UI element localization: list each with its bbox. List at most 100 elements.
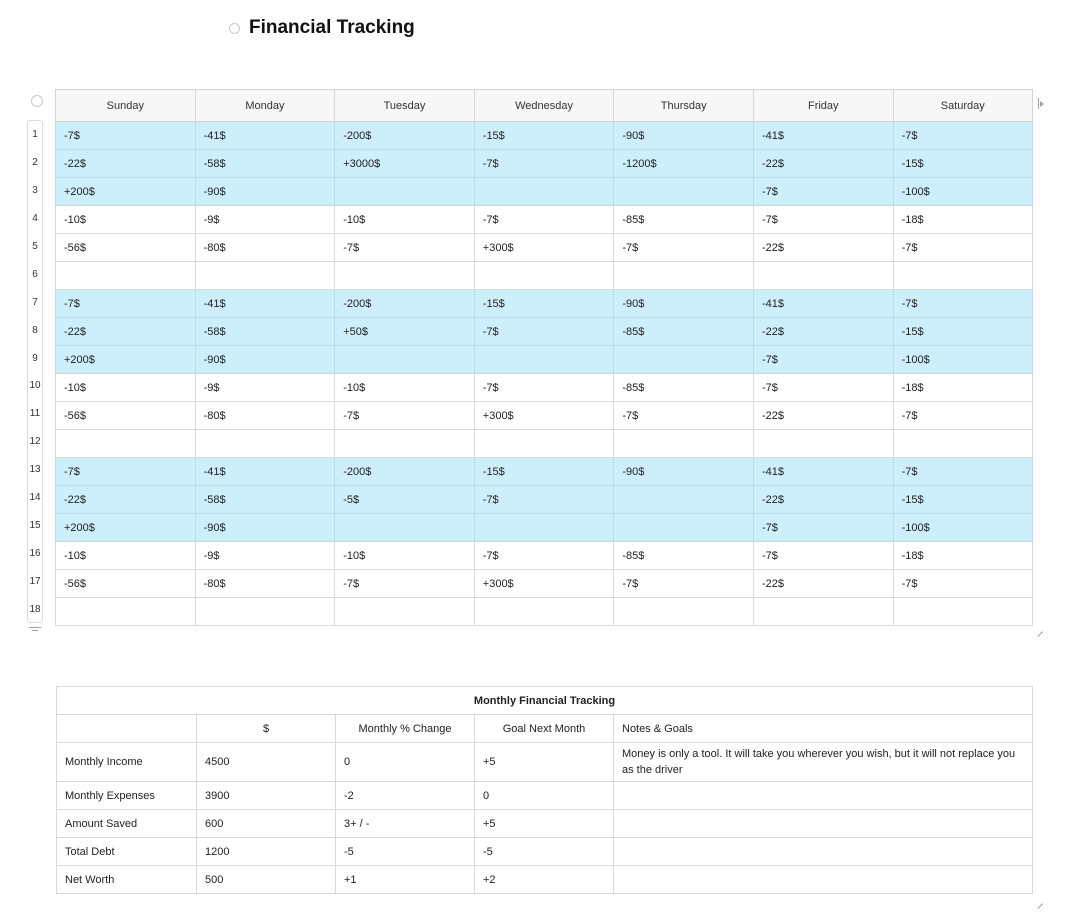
row-number[interactable]: 11: [29, 408, 41, 420]
row-number[interactable]: 15: [29, 519, 41, 531]
table-cell[interactable]: -100$: [892, 177, 1033, 206]
table-cell[interactable]: -200$: [334, 121, 475, 150]
table-cell[interactable]: +300$: [473, 401, 615, 430]
table-cell[interactable]: +200$: [55, 513, 196, 542]
table-cell[interactable]: [473, 513, 615, 542]
table-cell[interactable]: -7$: [613, 401, 754, 430]
table-cell[interactable]: -100$: [892, 345, 1033, 374]
table-cell[interactable]: -41$: [752, 289, 894, 318]
table-cell[interactable]: -56$: [55, 401, 196, 430]
table-cell[interactable]: -7$: [334, 401, 475, 430]
table-cell[interactable]: -58$: [194, 149, 336, 178]
page-title[interactable]: Financial Tracking: [249, 17, 415, 38]
table-cell[interactable]: -10$: [55, 205, 196, 234]
monthly-row-label[interactable]: Monthly Income: [56, 742, 197, 782]
table-cell[interactable]: -7$: [473, 485, 615, 514]
column-header-tuesday[interactable]: Tuesday: [334, 89, 475, 122]
monthly-column-header[interactable]: Notes & Goals: [612, 714, 1034, 743]
table-cell[interactable]: -7$: [752, 373, 894, 402]
monthly-change-cell[interactable]: +1: [335, 865, 475, 894]
monthly-column-header[interactable]: $: [196, 714, 336, 743]
table-cell[interactable]: -9$: [194, 205, 336, 234]
table-cell[interactable]: [194, 261, 336, 290]
monthly-goal-cell[interactable]: +5: [474, 742, 614, 782]
monthly-table-resize-icon[interactable]: [1036, 897, 1043, 904]
table-cell[interactable]: [334, 513, 475, 542]
table-cell[interactable]: -90$: [194, 345, 336, 374]
table-cell[interactable]: -10$: [334, 541, 475, 570]
table-cell[interactable]: -56$: [55, 569, 196, 598]
row-number[interactable]: 2: [32, 157, 38, 169]
monthly-change-cell[interactable]: -5: [335, 837, 475, 866]
table-cell[interactable]: -56$: [55, 233, 196, 262]
monthly-row-label[interactable]: Monthly Expenses: [56, 781, 197, 810]
table-cell[interactable]: [194, 597, 336, 626]
table-cell[interactable]: -200$: [334, 289, 475, 318]
table-cell[interactable]: -200$: [334, 457, 475, 486]
table-cell[interactable]: -7$: [752, 177, 894, 206]
monthly-notes-cell[interactable]: [612, 809, 1034, 838]
table-cell[interactable]: -22$: [55, 317, 196, 346]
monthly-goal-cell[interactable]: -5: [474, 837, 614, 866]
table-cell[interactable]: +50$: [334, 317, 475, 346]
table-cell[interactable]: -7$: [752, 513, 894, 542]
table-cell[interactable]: [55, 597, 196, 626]
table-cell[interactable]: [194, 429, 336, 458]
monthly-notes-cell[interactable]: Money is only a tool. It will take you w…: [612, 742, 1034, 782]
add-row-handle-icon[interactable]: [29, 626, 41, 632]
table-cell[interactable]: -10$: [55, 373, 196, 402]
table-cell[interactable]: -7$: [892, 233, 1033, 262]
monthly-amount-cell[interactable]: 1200: [196, 837, 336, 866]
monthly-row-label[interactable]: Net Worth: [56, 865, 197, 894]
table-cell[interactable]: [752, 597, 894, 626]
table-cell[interactable]: -7$: [892, 289, 1033, 318]
monthly-column-header[interactable]: [56, 714, 197, 743]
table-cell[interactable]: [334, 345, 475, 374]
table-cell[interactable]: [334, 429, 475, 458]
table-cell[interactable]: +3000$: [334, 149, 475, 178]
table-cell[interactable]: -7$: [892, 121, 1033, 150]
table-cell[interactable]: -7$: [55, 289, 196, 318]
table-cell[interactable]: -7$: [752, 205, 894, 234]
row-number[interactable]: 5: [32, 241, 38, 252]
table-cell[interactable]: -7$: [752, 345, 894, 374]
table-select-all-handle[interactable]: [31, 95, 43, 107]
table-cell[interactable]: [334, 597, 475, 626]
table-cell[interactable]: -18$: [892, 205, 1033, 234]
table-cell[interactable]: -10$: [334, 373, 475, 402]
table-cell[interactable]: [892, 429, 1033, 458]
table-cell[interactable]: [613, 429, 754, 458]
table-cell[interactable]: -7$: [55, 457, 196, 486]
table-cell[interactable]: -7$: [892, 569, 1033, 598]
table-cell[interactable]: [334, 177, 475, 206]
monthly-notes-cell[interactable]: [612, 837, 1034, 866]
monthly-change-cell[interactable]: 0: [335, 742, 475, 782]
table-cell[interactable]: -85$: [613, 205, 754, 234]
table-cell[interactable]: -41$: [194, 289, 336, 318]
table-cell[interactable]: -7$: [613, 233, 754, 262]
row-number[interactable]: 8: [32, 324, 38, 336]
row-number[interactable]: 7: [32, 296, 38, 308]
table-cell[interactable]: -90$: [194, 177, 336, 206]
row-number[interactable]: 3: [32, 185, 38, 197]
table-cell[interactable]: +300$: [473, 233, 615, 262]
table-cell[interactable]: [613, 485, 754, 514]
table-cell[interactable]: -90$: [613, 289, 754, 318]
row-number[interactable]: 16: [29, 547, 41, 559]
row-number[interactable]: 12: [29, 436, 41, 448]
table-cell[interactable]: -18$: [892, 541, 1033, 570]
table-cell[interactable]: -7$: [473, 541, 615, 570]
table-cell[interactable]: -41$: [752, 121, 894, 150]
table-cell[interactable]: [613, 597, 754, 626]
table-cell[interactable]: -10$: [55, 541, 196, 570]
table-cell[interactable]: -22$: [752, 233, 894, 262]
table-cell[interactable]: -15$: [473, 457, 615, 486]
table-cell[interactable]: -15$: [892, 317, 1033, 346]
page-icon-placeholder[interactable]: [229, 22, 240, 34]
table-cell[interactable]: -7$: [473, 205, 615, 234]
table-cell[interactable]: -22$: [752, 149, 894, 178]
row-number[interactable]: 13: [29, 464, 41, 476]
add-column-handle-icon[interactable]: [1037, 98, 1045, 110]
table-cell[interactable]: -58$: [194, 317, 336, 346]
table-cell[interactable]: -9$: [194, 541, 336, 570]
